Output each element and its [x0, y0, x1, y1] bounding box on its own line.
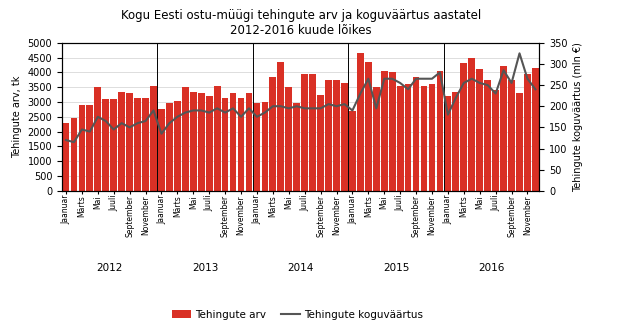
Bar [524, 74, 531, 191]
Bar [445, 96, 451, 191]
Bar [341, 83, 348, 191]
Bar [301, 74, 308, 191]
Bar [461, 63, 467, 191]
Bar [262, 102, 268, 191]
Bar [317, 95, 324, 191]
Bar [373, 87, 379, 191]
Bar [436, 71, 443, 191]
Bar [349, 111, 356, 191]
Bar [246, 93, 252, 191]
Bar [237, 97, 244, 191]
Bar [158, 109, 165, 191]
Bar [102, 99, 109, 191]
Bar [468, 58, 475, 191]
Bar [397, 86, 404, 191]
Bar [428, 84, 435, 191]
Bar [150, 86, 157, 191]
Bar [381, 71, 388, 191]
Bar [532, 68, 539, 191]
Bar [405, 84, 412, 191]
Bar [79, 105, 86, 191]
Bar [86, 105, 93, 191]
Bar [142, 97, 149, 191]
Bar [206, 96, 213, 191]
Bar [222, 97, 229, 191]
Bar [270, 77, 277, 191]
Bar [229, 93, 236, 191]
Bar [484, 80, 491, 191]
Bar [508, 80, 515, 191]
Bar [453, 91, 459, 191]
Y-axis label: Tehingute koguväärtus (mln €): Tehingute koguväärtus (mln €) [574, 42, 583, 192]
Bar [134, 97, 141, 191]
Title: Kogu Eesti ostu-müügi tehingute arv ja koguväärtus aastatel
2012-2016 kuude lõik: Kogu Eesti ostu-müügi tehingute arv ja k… [120, 10, 481, 38]
Bar [325, 80, 332, 191]
Bar [71, 118, 78, 191]
Bar [190, 91, 197, 191]
Text: 2013: 2013 [192, 263, 218, 273]
Bar [254, 103, 260, 191]
Bar [293, 103, 300, 191]
Bar [420, 86, 427, 191]
Bar [357, 53, 364, 191]
Bar [389, 72, 396, 191]
Bar [166, 103, 173, 191]
Bar [476, 69, 483, 191]
Bar [63, 123, 69, 191]
Bar [214, 86, 221, 191]
Y-axis label: Tehingute arv, tk: Tehingute arv, tk [12, 76, 22, 158]
Text: 2014: 2014 [288, 263, 314, 273]
Bar [198, 93, 205, 191]
Bar [94, 87, 101, 191]
Bar [182, 87, 188, 191]
Bar [365, 62, 372, 191]
Bar [500, 66, 507, 191]
Bar [118, 91, 125, 191]
Bar [516, 93, 523, 191]
Bar [309, 74, 316, 191]
Bar [413, 77, 420, 191]
Bar [174, 100, 181, 191]
Text: 2015: 2015 [383, 263, 409, 273]
Bar [492, 90, 499, 191]
Text: 2016: 2016 [479, 263, 505, 273]
Bar [285, 87, 292, 191]
Bar [110, 99, 117, 191]
Text: 2012: 2012 [97, 263, 123, 273]
Bar [277, 62, 284, 191]
Legend: Tehingute arv, Tehingute koguväärtus: Tehingute arv, Tehingute koguväärtus [167, 305, 428, 324]
Bar [333, 80, 340, 191]
Bar [126, 93, 133, 191]
